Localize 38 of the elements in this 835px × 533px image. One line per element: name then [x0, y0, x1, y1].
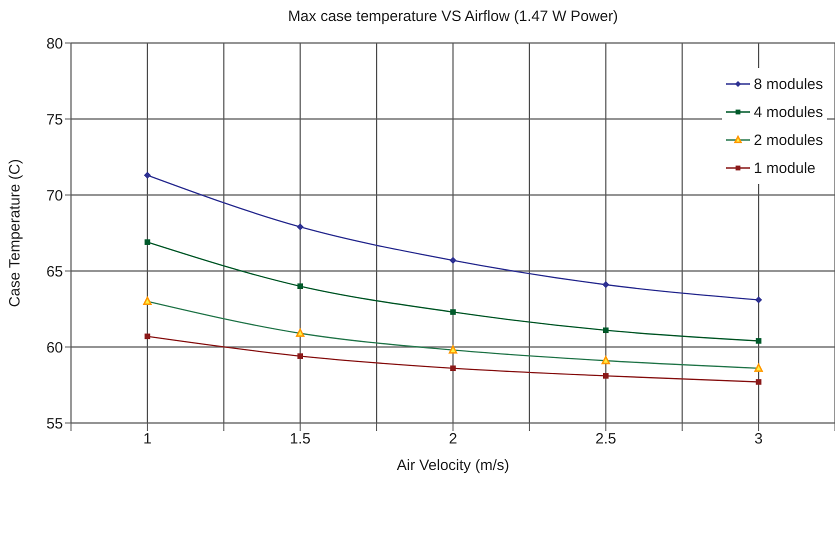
point	[602, 281, 610, 288]
point	[448, 345, 458, 354]
legend-label: 8 modules	[754, 76, 823, 92]
point	[296, 223, 304, 230]
point	[756, 338, 762, 344]
x-tick-label: 2	[448, 430, 458, 448]
x-axis-title: Air Velocity (m/s)	[396, 457, 510, 474]
x-tick-label: 1.5	[290, 430, 311, 448]
y-tick-label: 75	[46, 111, 63, 128]
x-tick-label: 2.5	[595, 430, 616, 448]
y-tick-label: 70	[46, 187, 63, 204]
point	[450, 309, 456, 315]
point	[144, 172, 151, 179]
y-tick-label: 65	[46, 263, 63, 280]
point	[144, 239, 150, 245]
y-tick-label: 60	[46, 339, 63, 356]
point	[756, 379, 762, 385]
x-tick-label: 3	[754, 430, 763, 448]
point	[754, 364, 763, 372]
y-tick-label: 80	[46, 35, 63, 52]
point	[603, 327, 609, 334]
legend-label: 4 modules	[754, 104, 823, 120]
legend-label: 1 module	[754, 160, 816, 176]
point	[296, 328, 304, 337]
point	[297, 353, 303, 359]
point	[450, 365, 456, 372]
x-tick-label: 1	[143, 430, 152, 448]
point	[144, 334, 150, 340]
point	[297, 283, 303, 289]
point	[755, 296, 762, 304]
point	[603, 373, 609, 379]
chart-title: Max case temperature VS Airflow (1.47 W Power)	[286, 8, 620, 25]
y-axis-title: Case Temperature (C)	[6, 158, 24, 308]
point	[143, 296, 152, 305]
point	[450, 256, 456, 264]
legend-label: 2 modules	[754, 132, 823, 148]
point	[602, 356, 610, 364]
y-tick-label: 55	[46, 415, 63, 432]
